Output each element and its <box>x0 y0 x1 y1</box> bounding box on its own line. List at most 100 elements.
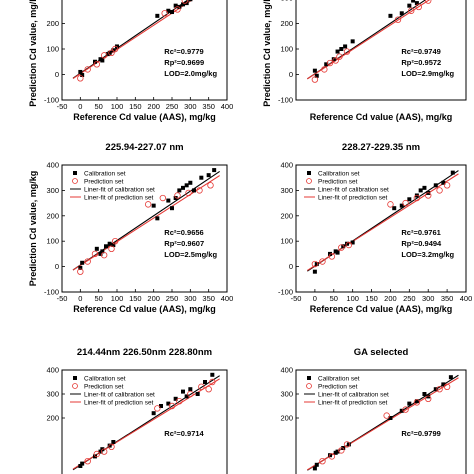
y-tick-label: 400 <box>46 366 59 375</box>
prediction-point <box>387 201 394 208</box>
fit-line-prediction <box>307 377 459 471</box>
calibration-point <box>107 241 112 246</box>
legend-prediction-marker <box>72 178 78 184</box>
calibration-point <box>433 387 438 392</box>
x-axis-title: Reference Cd value (AAS), mg/kg <box>73 112 216 122</box>
calibration-point <box>426 394 431 399</box>
stats-line: LOD=2.9mg/kg <box>401 69 454 78</box>
x-tick-label: 200 <box>384 294 397 303</box>
prediction-point <box>108 443 115 450</box>
calibration-point <box>343 44 348 49</box>
prediction-point <box>328 453 336 460</box>
data-layer <box>307 0 432 83</box>
data-layer <box>72 0 193 82</box>
calibration-point <box>181 389 185 394</box>
calibration-point <box>441 382 446 387</box>
calibration-point <box>104 244 108 249</box>
legend-label: Liner-fit of calibration set <box>318 391 389 398</box>
x-tick-label: 150 <box>129 102 142 111</box>
prediction-point <box>84 458 91 465</box>
y-tick-label: 300 <box>280 390 293 399</box>
prediction-point <box>111 237 119 245</box>
calibration-point <box>80 461 85 466</box>
calibration-point <box>111 440 116 444</box>
y-axis-title: Prediction Cd value, mg/kg <box>262 0 272 107</box>
x-tick-label: 300 <box>184 294 197 303</box>
prediction-point <box>108 49 115 57</box>
calibration-point <box>188 387 193 392</box>
prediction-point <box>311 260 319 268</box>
panel-title: 228.27-229.35 nm <box>342 142 420 153</box>
chart-panel-3: 225.94-227.07 nm -50 0 50 100 150 200 250 300 350… <box>28 142 233 314</box>
y-tick-label: 200 <box>46 19 59 28</box>
prediction-point <box>198 383 205 390</box>
legend-label: Calibration set <box>318 170 360 177</box>
prediction-point <box>425 0 432 4</box>
y-tick-label: 300 <box>280 0 293 3</box>
calibration-point <box>328 453 332 458</box>
calibration-point <box>388 416 393 420</box>
calibration-point <box>192 188 196 193</box>
prediction-point <box>319 458 326 465</box>
legend-calibration-marker <box>73 376 77 380</box>
legend-label: Calibration set <box>84 170 126 177</box>
y-tick-label: 100 <box>280 45 293 54</box>
calibration-point <box>188 0 193 2</box>
legend-label: Calibration set <box>318 375 360 382</box>
calibration-point <box>414 399 419 404</box>
prediction-point <box>413 194 421 202</box>
calibration-point <box>177 188 182 193</box>
y-tick-label: 200 <box>280 211 293 220</box>
prediction-point <box>336 53 343 60</box>
prediction-point <box>345 241 353 249</box>
y-tick-label: 200 <box>46 211 59 220</box>
prediction-point <box>332 57 339 64</box>
prediction-point <box>100 52 108 59</box>
prediction-point <box>77 268 84 275</box>
y-tick-label: 0 <box>289 70 293 79</box>
legend-label: Liner-fit of calibration set <box>84 391 155 398</box>
prediction-point <box>84 66 91 73</box>
calibration-point <box>166 198 171 203</box>
x-tick-label: -50 <box>291 294 302 303</box>
x-tick-label: 150 <box>129 294 142 303</box>
calibration-point <box>151 203 156 208</box>
calibration-point <box>448 375 453 380</box>
legend-label: Prediction set <box>318 383 358 390</box>
calibration-point <box>206 173 211 178</box>
calibration-point <box>166 8 171 13</box>
prediction-point <box>144 201 152 208</box>
y-tick-label: 0 <box>55 262 59 271</box>
prediction-point <box>196 187 203 194</box>
calibration-point <box>407 3 412 8</box>
x-tick-label: 350 <box>202 294 215 303</box>
calibration-point <box>98 449 103 454</box>
chart-panel-4: 228.27-229.35 nm -50 0 50 100 150 200 250 300 350… <box>278 142 472 314</box>
calibration-point <box>155 216 160 221</box>
stats-line: Rc²=0.9799 <box>401 429 440 438</box>
legend-label: Prediction set <box>318 178 358 185</box>
calibration-point <box>388 13 393 18</box>
x-tick-label: 300 <box>184 102 197 111</box>
calibration-point <box>78 69 83 74</box>
stats-line: Rc²=0.9779 <box>164 47 203 56</box>
calibration-point <box>346 442 351 447</box>
fit-line-prediction <box>307 173 459 271</box>
x-tick-label: 400 <box>460 294 473 303</box>
x-tick-label: 50 <box>94 294 102 303</box>
x-tick-label: 0 <box>78 294 82 303</box>
calibration-point <box>418 188 423 193</box>
calibration-point <box>324 62 329 67</box>
calibration-point <box>100 249 105 254</box>
legend-label: Prediction set <box>84 383 124 390</box>
calibration-point <box>181 2 185 7</box>
prediction-point <box>100 448 108 455</box>
calibration-point <box>210 372 215 377</box>
calibration-point <box>407 197 412 202</box>
calibration-point <box>312 269 317 274</box>
prediction-point <box>93 61 101 68</box>
x-tick-label: 400 <box>221 102 234 111</box>
prediction-point <box>383 412 390 419</box>
data-layer <box>307 374 459 471</box>
calibration-point <box>407 401 412 406</box>
